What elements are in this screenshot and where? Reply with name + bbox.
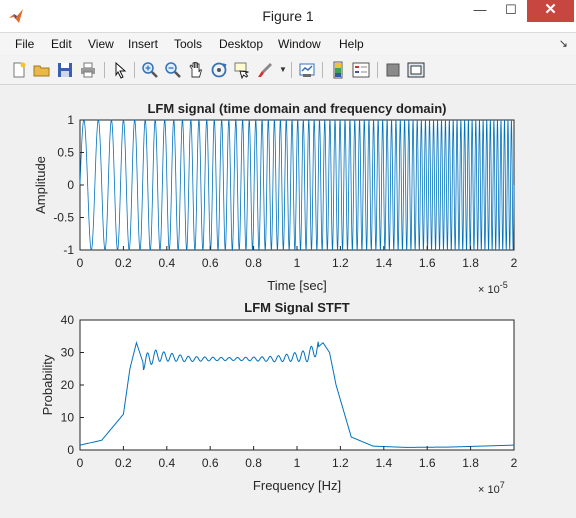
rotate-3d-icon[interactable] <box>209 60 229 80</box>
plot-area <box>79 319 515 451</box>
toolbar-separator <box>104 62 105 78</box>
x-tick-label: 0.4 <box>158 256 175 270</box>
x-tick-label: 1.4 <box>375 456 392 470</box>
toolbar-separator <box>377 62 378 78</box>
x-tick-label: 0.6 <box>202 256 219 270</box>
y-tick-label: 0 <box>67 443 74 457</box>
x-exponent-power: -5 <box>500 280 508 290</box>
stft-line <box>79 340 515 448</box>
y-tick-label: 30 <box>61 346 75 360</box>
window-title: Figure 1 <box>262 8 314 24</box>
figure-canvas: LFM signal (time domain and frequency do… <box>0 85 576 513</box>
toolbar-separator <box>291 62 292 78</box>
x-exponent-label: × 107 <box>478 480 505 496</box>
brush-dropdown-arrow-icon[interactable]: ▼ <box>279 65 287 74</box>
x-exponent-power: 7 <box>500 480 505 490</box>
x-tick-label: 1 <box>294 456 301 470</box>
y-axis-label: Probability <box>40 354 55 415</box>
x-tick-label: 1.6 <box>419 456 436 470</box>
legend-icon[interactable] <box>351 60 371 80</box>
x-axis-label: Frequency [Hz] <box>253 478 341 493</box>
y-tick-label: -0.5 <box>53 211 74 225</box>
x-tick-label: 0.2 <box>115 456 132 470</box>
y-tick-label: 10 <box>61 411 75 425</box>
pointer-icon[interactable] <box>110 60 130 80</box>
undock-arrow-icon[interactable]: ↘ <box>558 38 568 50</box>
minimize-button[interactable]: — <box>473 2 487 17</box>
x-exponent-label: × 10-5 <box>478 280 508 296</box>
x-tick-label: 0.6 <box>202 456 219 470</box>
y-tick-label: 20 <box>61 378 75 392</box>
x-tick-label: 0.2 <box>115 256 132 270</box>
menu-bar: File Edit View Insert Tools Desktop Wind… <box>0 33 576 55</box>
brush-icon[interactable] <box>255 60 275 80</box>
x-tick-label: 1.8 <box>462 256 479 270</box>
zoom-out-icon[interactable] <box>163 60 183 80</box>
y-tick-label: 40 <box>61 313 75 327</box>
x-tick-label: 1.6 <box>419 256 436 270</box>
stft-axes[interactable]: LFM Signal STFT 0 0.2 0.4 0.6 0.8 1 1.2 1.4 1.6 1… <box>40 300 518 496</box>
chart-title: LFM Signal STFT <box>244 300 349 315</box>
x-tick-label: 1.8 <box>462 456 479 470</box>
figure-plots: LFM signal (time domain and frequency do… <box>33 101 518 496</box>
colorbar-icon[interactable] <box>328 60 348 80</box>
x-tick-label: 0 <box>77 456 84 470</box>
menu-help[interactable]: Help <box>339 37 364 51</box>
show-plot-tools-icon[interactable] <box>406 60 426 80</box>
y-tick-label: 1 <box>67 113 74 127</box>
zoom-in-icon[interactable] <box>140 60 160 80</box>
close-button[interactable]: ✕ <box>527 0 574 22</box>
menu-view[interactable]: View <box>88 37 114 51</box>
x-axis-label: Time [sec] <box>267 278 326 293</box>
x-exponent-base: × 10 <box>478 484 500 496</box>
signal-line <box>79 118 515 252</box>
menu-insert[interactable]: Insert <box>128 37 159 51</box>
save-icon[interactable] <box>55 60 75 80</box>
pan-icon[interactable] <box>186 60 206 80</box>
x-tick-label: 2 <box>511 256 518 270</box>
toolbar-separator <box>134 62 135 78</box>
matlab-logo-icon <box>9 9 23 23</box>
x-exponent-base: × 10 <box>478 284 500 296</box>
x-tick-label: 0.4 <box>158 456 175 470</box>
x-tick-label: 0.8 <box>245 256 262 270</box>
hide-plot-tools-icon[interactable] <box>383 60 403 80</box>
x-tick-label: 0.8 <box>245 456 262 470</box>
toolbar-separator <box>322 62 323 78</box>
y-tick-label: 0 <box>67 178 74 192</box>
y-tick-label: -1 <box>63 243 74 257</box>
link-plot-icon[interactable] <box>297 60 317 80</box>
chart-title: LFM signal (time domain and frequency do… <box>147 101 446 116</box>
x-tick-label: 1.4 <box>375 256 392 270</box>
menu-edit[interactable]: Edit <box>51 37 72 51</box>
x-tick-label: 0 <box>77 256 84 270</box>
window-title-bar: Figure 1 — ☐ ✕ <box>0 0 576 33</box>
data-cursor-icon[interactable] <box>232 60 252 80</box>
maximize-button[interactable]: ☐ <box>505 2 517 17</box>
menu-tools[interactable]: Tools <box>174 37 203 51</box>
print-icon[interactable] <box>78 60 98 80</box>
x-tick-label: 1 <box>294 256 301 270</box>
y-tick-label: 0.5 <box>57 146 74 160</box>
menu-desktop[interactable]: Desktop <box>219 37 264 51</box>
x-tick-label: 1.2 <box>332 456 349 470</box>
new-figure-icon[interactable] <box>9 60 29 80</box>
time-domain-axes[interactable]: LFM signal (time domain and frequency do… <box>33 101 518 296</box>
menu-file[interactable]: File <box>15 37 35 51</box>
open-file-icon[interactable] <box>32 60 52 80</box>
menu-window[interactable]: Window <box>278 37 321 51</box>
y-axis-label: Amplitude <box>33 156 48 214</box>
figure-toolbar: ▼ <box>0 56 576 85</box>
x-tick-label: 2 <box>511 456 518 470</box>
x-tick-label: 1.2 <box>332 256 349 270</box>
